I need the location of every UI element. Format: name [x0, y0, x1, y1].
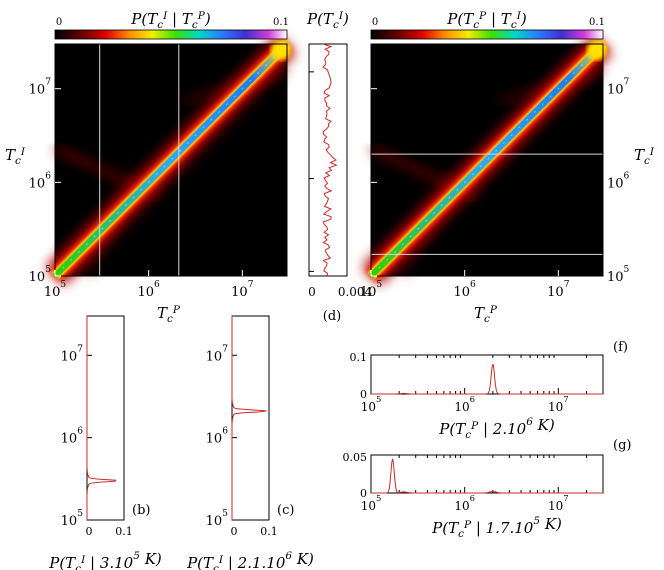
x-tick-label: 106 — [453, 280, 476, 300]
y-tick-label: 105 — [607, 265, 630, 285]
colorbar-e — [370, 29, 604, 40]
slice-frame-c — [231, 315, 270, 521]
slice-caption-c: P(TcI | 2.1.106 K) — [186, 550, 314, 570]
heatmap-frame-a — [54, 43, 288, 277]
x-tick-label: 105 — [360, 280, 383, 300]
heatmap-frame-e — [370, 43, 604, 277]
y-tick-label: 0 — [360, 388, 367, 401]
x-tick-label: 0 — [308, 285, 316, 299]
x-tick-label: 106 — [454, 493, 475, 513]
x-tick-label: 0.004 — [338, 285, 373, 299]
y-axis-label-a: TcI — [5, 146, 26, 167]
ridge-end-glow — [271, 40, 291, 60]
x-axis-label-a: TcP — [157, 304, 181, 325]
y-tick-label: 105 — [61, 509, 84, 529]
x-tick-label: 105 — [44, 280, 67, 300]
x-tick-label: 0.1 — [115, 525, 133, 538]
colorbar-min-label: 0 — [372, 17, 378, 28]
slice-curve-f — [371, 363, 603, 395]
panel-label-a: (a) — [251, 255, 269, 270]
y-tick-label: 106 — [61, 427, 84, 447]
slice-frame-f — [370, 354, 604, 395]
x-tick-label: 107 — [231, 280, 254, 300]
slice-curve-c — [231, 316, 267, 520]
colorbar-a — [54, 29, 288, 40]
panel-label-d: (d) — [323, 309, 341, 324]
heatmap-title-e: P(TcP | TcI) — [446, 10, 527, 31]
y-tick-label: 105 — [29, 265, 52, 285]
x-tick-label: 107 — [548, 394, 569, 414]
x-tick-label: 107 — [548, 493, 569, 513]
panel-label-b: (b) — [132, 503, 150, 518]
colorbar-min-label: 0 — [56, 17, 62, 28]
ridge-core — [52, 41, 290, 279]
y-tick-label: 106 — [607, 171, 630, 191]
heatmap-title-a: P(TcI | TcP) — [130, 10, 211, 31]
y-tick-label: 0.1 — [350, 351, 368, 364]
panel-label-c: (c) — [277, 503, 294, 518]
x-tick-label: 106 — [454, 394, 475, 414]
x-tick-label: 105 — [361, 394, 382, 414]
colorbar-max-label: 0.1 — [273, 17, 289, 28]
x-tick-label: 0 — [86, 525, 93, 538]
panel-label-e: (e) — [567, 255, 585, 270]
y-tick-label: 106 — [206, 427, 229, 447]
panel-label-g: (g) — [613, 438, 631, 453]
y-tick-label: 0 — [360, 487, 367, 500]
slice-caption-f: P(TcP | 2.106 K) — [438, 416, 555, 441]
slice-caption-b: P(TcI | 3.105 K) — [48, 550, 162, 570]
heatmap-field-e — [361, 34, 613, 286]
slice-curve-g — [371, 458, 603, 494]
y-tick-label: 107 — [607, 78, 630, 98]
y-tick-label: 107 — [61, 344, 84, 364]
heatmap-field-a — [45, 34, 297, 286]
y-tick-label: 107 — [206, 344, 229, 364]
slice-frame-g — [370, 454, 604, 494]
x-tick-label: 107 — [547, 280, 570, 300]
marginal-curve — [322, 43, 338, 277]
panel-label-f: (f) — [613, 340, 628, 355]
colorbar-max-label: 0.1 — [589, 17, 605, 28]
x-tick-label: 106 — [137, 280, 160, 300]
x-tick-label: 0.1 — [260, 525, 278, 538]
x-tick-label: 105 — [361, 493, 382, 513]
y-tick-label: 106 — [29, 171, 52, 191]
slice-frame-b — [86, 315, 125, 521]
y-tick-label: 107 — [29, 78, 52, 98]
slice-caption-g: P(TcP | 1.7.105 K) — [431, 515, 562, 540]
x-tick-label: 0 — [231, 525, 238, 538]
y-tick-label: 0.05 — [343, 451, 368, 464]
y-axis-label-e: TcI — [634, 146, 655, 167]
ridge-core — [368, 41, 606, 279]
x-axis-label-e: TcP — [474, 304, 498, 325]
y-tick-label: 105 — [206, 509, 229, 529]
slice-curve-b — [86, 316, 117, 520]
marginal-title: P(TcI) — [306, 10, 349, 31]
ridge-end-glow — [587, 40, 607, 60]
marginal-frame — [308, 43, 348, 277]
